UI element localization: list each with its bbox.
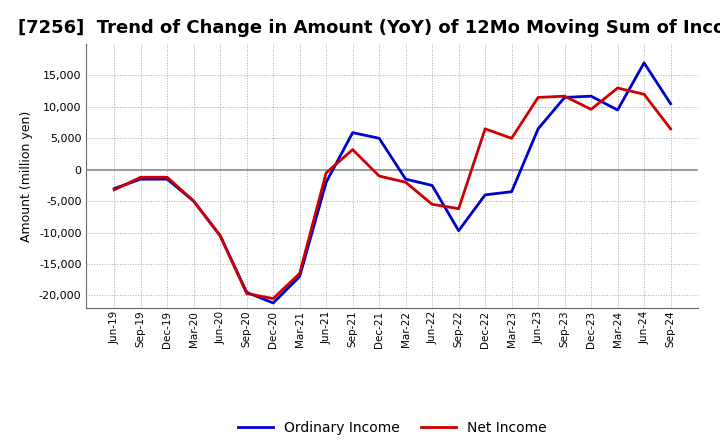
Line: Ordinary Income: Ordinary Income	[114, 63, 670, 303]
Ordinary Income	[322, 180, 330, 185]
Ordinary Income	[110, 186, 119, 191]
Net Income	[163, 175, 171, 180]
Ordinary Income	[136, 176, 145, 182]
Net Income	[136, 175, 145, 180]
Ordinary Income	[269, 301, 277, 306]
Ordinary Income	[454, 228, 463, 233]
Ordinary Income	[348, 130, 357, 135]
Net Income	[216, 233, 225, 238]
Ordinary Income	[640, 60, 649, 66]
Ordinary Income	[375, 136, 384, 141]
Net Income	[295, 271, 304, 276]
Net Income	[375, 173, 384, 179]
Ordinary Income	[534, 126, 542, 132]
Net Income	[454, 206, 463, 211]
Legend: Ordinary Income, Net Income: Ordinary Income, Net Income	[233, 415, 552, 440]
Ordinary Income	[481, 192, 490, 198]
Net Income	[401, 180, 410, 185]
Ordinary Income	[560, 95, 569, 100]
Net Income	[640, 92, 649, 97]
Ordinary Income	[508, 189, 516, 194]
Net Income	[613, 85, 622, 91]
Net Income	[666, 126, 675, 132]
Net Income	[428, 202, 436, 207]
Ordinary Income	[163, 176, 171, 182]
Net Income	[587, 107, 595, 112]
Ordinary Income	[587, 94, 595, 99]
Ordinary Income	[401, 176, 410, 182]
Ordinary Income	[613, 107, 622, 113]
Y-axis label: Amount (million yen): Amount (million yen)	[20, 110, 33, 242]
Net Income	[322, 170, 330, 176]
Ordinary Income	[428, 183, 436, 188]
Ordinary Income	[189, 198, 198, 204]
Net Income	[189, 198, 198, 204]
Net Income	[348, 147, 357, 152]
Net Income	[481, 126, 490, 132]
Net Income	[534, 95, 542, 100]
Ordinary Income	[295, 274, 304, 279]
Net Income	[269, 296, 277, 301]
Ordinary Income	[666, 101, 675, 106]
Net Income	[243, 291, 251, 296]
Net Income	[508, 136, 516, 141]
Net Income	[110, 187, 119, 192]
Title: [7256]  Trend of Change in Amount (YoY) of 12Mo Moving Sum of Incomes: [7256] Trend of Change in Amount (YoY) o…	[18, 19, 720, 37]
Net Income	[560, 94, 569, 99]
Ordinary Income	[216, 233, 225, 238]
Line: Net Income: Net Income	[114, 88, 670, 299]
Ordinary Income	[243, 290, 251, 295]
